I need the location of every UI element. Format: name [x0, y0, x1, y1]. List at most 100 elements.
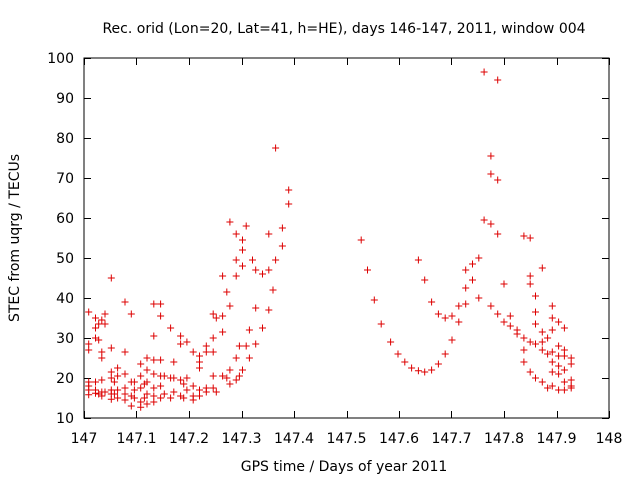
data-point — [209, 384, 217, 392]
data-point — [223, 374, 231, 382]
data-point — [548, 326, 556, 334]
data-point — [226, 380, 234, 388]
data-point — [364, 266, 371, 274]
data-point — [421, 276, 429, 284]
axis-ticks: 147 147.1 147.2 147.3 147.4 147.5 147.6 147.7 14… — [47, 51, 622, 447]
data-point — [560, 378, 568, 386]
data-point — [532, 308, 539, 316]
data-point — [219, 312, 227, 320]
data-point — [555, 318, 563, 326]
x-axis-label: GPS time / Days of year 2011 — [241, 459, 448, 475]
data-point — [107, 344, 115, 352]
data-point — [560, 366, 568, 374]
data-point — [137, 403, 145, 411]
data-point — [232, 272, 240, 280]
data-point — [196, 386, 203, 394]
data-point — [232, 376, 240, 384]
y-tick-label: 50 — [56, 251, 74, 267]
data-point — [494, 76, 502, 84]
data-point — [526, 272, 534, 280]
data-point — [475, 254, 483, 262]
data-point — [526, 234, 534, 242]
data-point — [107, 274, 115, 282]
data-point — [130, 386, 138, 394]
data-point — [143, 366, 151, 374]
data-point — [223, 288, 231, 296]
x-tick-label: 147.8 — [484, 431, 524, 447]
data-point — [265, 230, 273, 238]
data-point — [462, 266, 470, 274]
data-point — [157, 356, 165, 364]
data-point — [555, 370, 563, 378]
data-point — [538, 338, 546, 346]
data-point — [428, 366, 436, 374]
data-point — [177, 340, 185, 348]
data-point — [272, 144, 280, 152]
data-point — [202, 348, 210, 356]
data-point — [235, 342, 243, 350]
data-point — [480, 68, 488, 76]
data-point — [150, 300, 158, 308]
data-point — [567, 376, 575, 384]
data-point — [487, 152, 495, 160]
y-tick-label: 80 — [56, 131, 74, 147]
data-point — [183, 338, 191, 346]
data-point — [408, 364, 416, 372]
data-point — [285, 200, 293, 208]
y-tick-label: 90 — [56, 91, 74, 107]
data-point — [101, 388, 109, 396]
chart-title: Rec. orid (Lon=20, Lat=41, h=HE), days 1… — [102, 21, 585, 37]
data-point — [183, 374, 191, 382]
data-point — [121, 384, 129, 392]
data-point — [469, 260, 476, 268]
data-point — [239, 366, 246, 374]
data-point — [209, 372, 217, 380]
data-point — [500, 318, 508, 326]
data-point — [462, 284, 470, 292]
data-point — [377, 320, 385, 328]
data-point — [259, 270, 266, 278]
data-point — [150, 356, 158, 364]
y-tick-label: 70 — [56, 171, 74, 187]
data-point — [480, 216, 488, 224]
data-point — [209, 310, 217, 318]
data-point — [387, 338, 395, 346]
data-point — [455, 302, 463, 310]
data-point — [278, 224, 286, 232]
data-point — [110, 378, 118, 386]
y-tick-label: 10 — [56, 411, 74, 427]
data-point — [401, 358, 409, 366]
data-point — [150, 332, 158, 340]
data-point — [239, 262, 246, 270]
data-point — [252, 266, 260, 274]
data-point — [357, 236, 365, 244]
data-point — [544, 384, 552, 392]
data-point — [196, 358, 203, 366]
data-point — [98, 392, 106, 400]
data-point — [532, 292, 539, 300]
data-point — [130, 394, 138, 402]
data-point — [567, 360, 575, 368]
data-point — [245, 354, 253, 362]
data-point — [242, 222, 250, 230]
data-point — [121, 298, 129, 306]
data-point — [196, 392, 203, 400]
data-point — [202, 342, 210, 350]
data-point — [538, 264, 546, 272]
data-point — [219, 272, 227, 280]
data-point — [414, 367, 422, 375]
y-tick-label: 40 — [56, 291, 74, 307]
data-point — [548, 302, 556, 310]
data-point — [520, 232, 528, 240]
data-point — [538, 378, 546, 386]
x-tick-label: 147.5 — [326, 431, 366, 447]
data-point — [232, 256, 240, 264]
data-point — [150, 370, 158, 378]
data-point — [538, 328, 546, 336]
data-point — [150, 384, 158, 392]
data-point — [494, 310, 502, 318]
data-point — [150, 392, 158, 400]
data-point — [560, 386, 568, 394]
data-point — [180, 380, 188, 388]
